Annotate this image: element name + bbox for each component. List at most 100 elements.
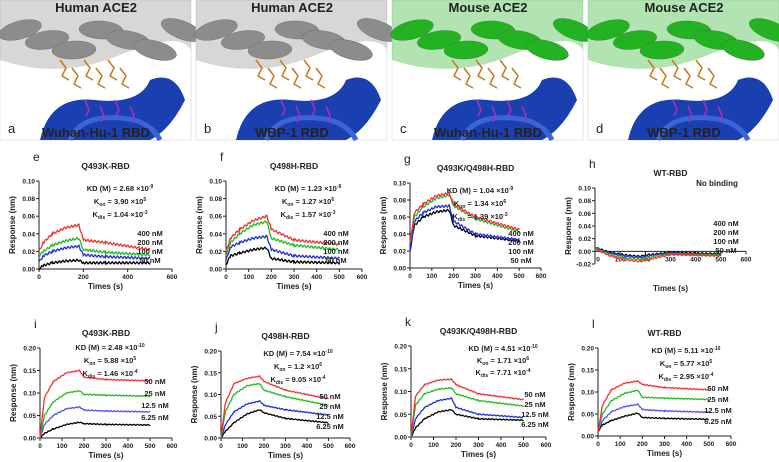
kon-text: Kon = 1.34 ×106	[454, 199, 506, 210]
legend-label: 50 nM	[510, 256, 531, 265]
rbd-residue	[84, 99, 90, 117]
kon-text: Kon = 1.27 ×106	[282, 197, 334, 208]
y-tick-label: 0.02	[578, 236, 591, 243]
residue-stick	[107, 59, 118, 81]
x-tick-label: 400	[122, 274, 133, 281]
text-part: K	[452, 212, 458, 221]
panel-letter: j	[214, 320, 218, 334]
text-part: on	[279, 367, 285, 373]
text-part: = 1.27 ×10	[293, 197, 331, 206]
y-tick-label: 0.10	[394, 389, 407, 396]
residue-stick	[59, 59, 70, 81]
rbd-residue	[491, 105, 497, 123]
chart-title: Q493K/Q498H-RBD	[440, 326, 517, 336]
series-line	[410, 386, 524, 438]
y-tick-label: 0.10	[22, 179, 35, 186]
series-line	[39, 390, 151, 439]
text-part: -9	[337, 184, 342, 190]
legend-label: 50 nM	[319, 392, 340, 401]
text-part: -4	[526, 368, 531, 374]
kon-text: Kon = 5.77 ×105	[660, 359, 712, 370]
y-tick-label: 0.00	[578, 249, 591, 256]
text-part: = 1.39 ×10	[465, 212, 503, 221]
text-part: 5	[133, 356, 136, 362]
x-tick-label: 500	[715, 256, 726, 263]
y-tick-label: 0.10	[393, 181, 406, 188]
residue-stick	[683, 67, 694, 89]
x-tick-label: 200	[448, 273, 459, 280]
text-part: = 2.95 ×10	[671, 372, 709, 381]
text-part: dis	[276, 380, 283, 386]
rbd-label: WBP-1 RBD	[255, 125, 329, 140]
y-tick-label: 0.10	[204, 392, 217, 399]
legend-label: 12.5 nM	[316, 412, 344, 421]
ace2-helix	[586, 19, 630, 41]
series-line	[409, 204, 520, 251]
panel-letter: i	[34, 317, 37, 331]
kon-text: Kon = 5.88 ×105	[84, 356, 136, 367]
text-part: K	[274, 362, 280, 371]
residue-stick	[463, 67, 474, 89]
y-tick-label: 0.06	[22, 214, 35, 221]
x-tick-label: 100	[57, 443, 68, 450]
residue-stick	[671, 59, 682, 81]
chart-title: Q498H-RBD	[270, 161, 318, 171]
text-part: = 1.04 ×10	[105, 210, 143, 219]
text-part: K	[477, 356, 483, 365]
y-tick-label: 0.05	[204, 414, 217, 421]
y-tick-label: 0.04	[22, 231, 35, 238]
series-line	[225, 214, 340, 252]
rbd-residue	[702, 99, 708, 117]
ace2-surface	[392, 0, 583, 69]
series-line	[410, 408, 524, 438]
text-part: on	[287, 202, 293, 208]
y-tick-label: 0.20	[581, 346, 594, 353]
rbd-residue	[129, 105, 135, 123]
legend-label: 25 nM	[707, 395, 728, 404]
x-tick-label: 0	[37, 274, 41, 281]
rbd-residue	[310, 99, 316, 117]
text-part: KD (M) = 5.11 ×10	[652, 346, 714, 355]
residue-stick	[315, 67, 326, 89]
kon-text: Kon = 1.71 ×106	[477, 356, 529, 367]
panel-letter: b	[204, 121, 211, 136]
kd-text: KD (M) = 7.54 ×10-10	[263, 349, 333, 358]
legend-label: 400 nM	[137, 229, 162, 238]
ace2-surface	[0, 0, 191, 69]
x-tick-label: 100	[428, 442, 439, 449]
x-tick-label: 100	[615, 441, 626, 448]
kdis-text: Kdis = 1.04 ×10-3	[92, 210, 147, 221]
text-part: K	[660, 359, 666, 368]
rbd-strand	[655, 115, 751, 142]
ace2-helix	[390, 19, 434, 41]
legend-label: 50 nM	[325, 256, 346, 265]
structure-panel-c: Mouse ACE2 Wuhan-Hu-1 RBD c	[390, 0, 595, 142]
text-part: KD (M) = 2.68 ×10	[87, 184, 149, 193]
kdis-text: Kdis = 1.46 ×10-4	[82, 369, 137, 380]
x-tick-label: 300	[470, 273, 481, 280]
text-part: -10	[530, 344, 537, 350]
y-tick-label: 0.08	[393, 198, 406, 205]
x-tick-label: 600	[167, 443, 178, 450]
y-tick-label: 0.20	[204, 349, 217, 356]
x-tick-label: 500	[703, 441, 714, 448]
text-part: -9	[149, 184, 154, 190]
x-tick-label: 300	[659, 441, 670, 448]
panel-letter: a	[8, 121, 16, 136]
chart-j: 0.00 0.05 0.10 0.15 0.20 0 100 200 300 400 500 600 T…	[190, 320, 356, 460]
y-axis-label: Response (nm)	[8, 196, 17, 254]
rbd-strand	[459, 115, 555, 142]
text-part: 6	[319, 362, 322, 368]
y-tick-label: 0.02	[209, 249, 222, 256]
series-line	[39, 405, 151, 439]
residue-stick	[303, 59, 314, 81]
text-part: dis	[458, 217, 465, 223]
legend-label: 6.25 nM	[521, 420, 549, 429]
series-line	[409, 191, 520, 243]
text-part: KD (M) = 2.48 ×10	[75, 343, 137, 352]
chart-l: 0.00 0.05 0.10 0.15 0.20 0 100 200 300 400 500 600 T…	[567, 317, 737, 458]
y-tick-label: 0.00	[209, 267, 222, 274]
y-tick-label: 0.15	[23, 368, 36, 375]
text-part: -10	[325, 349, 332, 355]
text-part: KD (M) = 1.23 ×10	[275, 184, 337, 193]
